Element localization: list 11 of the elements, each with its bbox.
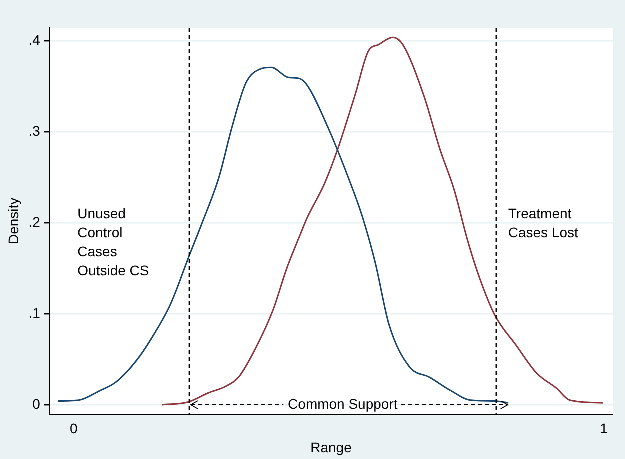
x-axis-title: Range [310, 439, 352, 456]
annotation: Unused Control Cases Outside CS [78, 205, 150, 278]
y-tick-label: .3 [28, 123, 41, 140]
x-tick-label: 1 [600, 420, 608, 437]
y-tick-label: .1 [28, 304, 41, 321]
y-axis-title: Density [5, 198, 22, 245]
y-tick-label: .2 [28, 214, 41, 230]
y-tick-label: 0 [32, 396, 41, 412]
annotation: Treatment Cases Lost [508, 205, 579, 240]
annotation: Common Support [288, 396, 398, 412]
y-tick-label: .4 [28, 32, 41, 48]
